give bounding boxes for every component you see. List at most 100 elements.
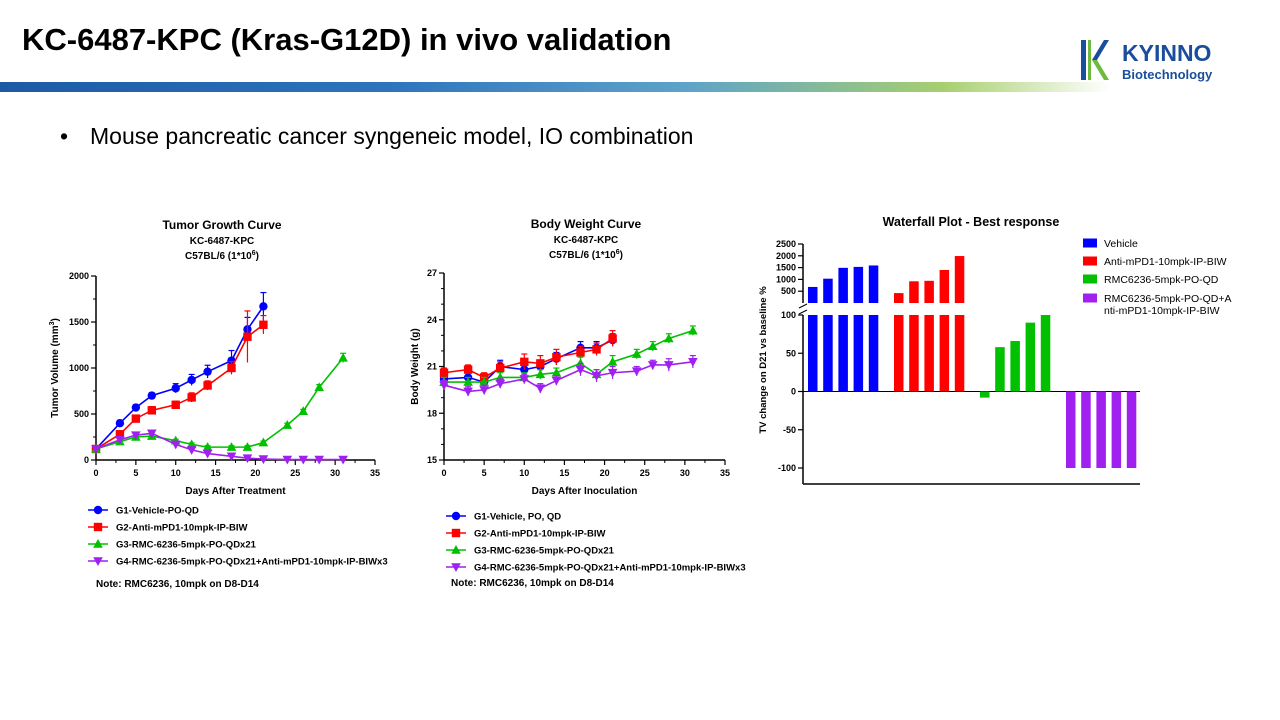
subtitle-part: )	[620, 250, 623, 261]
subtitle-part: C57BL/6 (1*10	[185, 251, 252, 262]
series-2	[894, 256, 965, 392]
chart-subtitle: KC-6487-KPC	[190, 236, 254, 247]
legend-label: Anti-mPD1-10mpk-IP-BIW	[1104, 256, 1227, 268]
ylabel-part: Tumor Volume (mm	[50, 325, 61, 418]
subtitle-sup: 6	[616, 249, 620, 256]
data-point	[187, 393, 196, 402]
y-axis-label: Tumor Volume (mm3)	[49, 318, 61, 418]
chart-title: Tumor Growth Curve	[162, 218, 281, 232]
x-tick-label: 20	[600, 468, 610, 478]
y-tick-label: 0	[84, 455, 89, 465]
data-point	[575, 365, 586, 375]
x-tick-label: 10	[519, 468, 529, 478]
data-point	[688, 325, 698, 335]
kyinno-logo-icon: KYINNO Biotechnology	[1081, 40, 1213, 82]
bar	[838, 315, 848, 392]
data-point	[551, 376, 562, 386]
kyinno-logo: KYINNO Biotechnology	[1078, 36, 1248, 86]
chart-subtitle-2: C57BL/6 (1*106)	[549, 249, 623, 261]
y-tick-label: 500	[74, 409, 89, 419]
data-point	[607, 356, 618, 366]
legend-swatch	[1083, 238, 1097, 248]
legend-label: RMC6236-5mpk-PO-QD+A	[1104, 293, 1232, 305]
y-tick-label: 2000	[69, 271, 89, 281]
bar	[995, 347, 1005, 392]
bar	[868, 315, 879, 392]
data-point	[495, 379, 505, 389]
bar	[980, 391, 990, 398]
data-point	[664, 333, 674, 343]
data-point	[202, 449, 213, 459]
bar	[838, 267, 848, 303]
bar	[894, 315, 904, 392]
data-point	[338, 455, 348, 465]
bar	[894, 293, 904, 303]
y-tick-label: 24	[427, 315, 437, 325]
data-point	[131, 414, 141, 423]
x-tick-label: 15	[211, 468, 221, 478]
legend-item: RMC6236-5mpk-PO-QD+Anti-mPD1-10mpk-IP-BI…	[1083, 293, 1232, 317]
legend-label: Vehicle	[1104, 238, 1138, 250]
bar	[924, 280, 934, 303]
x-tick-label: 30	[680, 468, 690, 478]
subtitle-sup: 6	[252, 250, 256, 257]
data-point	[591, 372, 602, 381]
data-point	[282, 420, 293, 429]
legend-label: G1-Vehicle, PO, QD	[474, 512, 561, 523]
data-point	[186, 439, 197, 449]
series-3	[980, 315, 1051, 398]
bar	[1040, 315, 1051, 392]
bar	[1096, 391, 1106, 468]
x-tick-label: 5	[482, 468, 487, 478]
legend-marker	[451, 511, 461, 521]
legend-label: G2-Anti-mPD1-10mpk-IP-BIW	[116, 523, 247, 534]
x-tick-label: 0	[93, 468, 98, 478]
data-point	[258, 437, 269, 447]
data-point	[439, 381, 449, 391]
bar	[808, 315, 818, 392]
data-point	[647, 361, 658, 370]
x-tick-label: 15	[559, 468, 569, 478]
data-point	[147, 391, 156, 400]
data-point	[203, 367, 212, 376]
legend-label: G2-Anti-mPD1-10mpk-IP-BIW	[474, 529, 605, 540]
x-tick-label: 25	[640, 468, 650, 478]
title-divider	[0, 82, 1110, 92]
data-point	[227, 363, 236, 373]
x-tick-label: 35	[720, 468, 730, 478]
bar	[853, 266, 864, 303]
legend-label: G3-RMC-6236-5mpk-PO-QDx21	[116, 540, 257, 551]
y-tick-label: 27	[427, 268, 437, 278]
series-line	[95, 305, 265, 450]
data-point	[202, 442, 213, 451]
y-tick-label: 2500	[776, 239, 796, 249]
data-point	[170, 440, 181, 450]
y-tick-label: 1500	[776, 263, 796, 273]
series-2: G2-Anti-mPD1-10mpk-IP-BIW	[439, 330, 617, 540]
data-point	[664, 361, 674, 370]
legend-marker	[451, 545, 461, 554]
data-point	[243, 332, 252, 341]
data-point	[131, 403, 141, 412]
data-point	[576, 348, 585, 357]
series-3: G3-RMC-6236-5mpk-PO-QDx21	[88, 352, 348, 551]
data-point	[439, 368, 449, 377]
x-tick-label: 25	[290, 468, 300, 478]
x-tick-label: 20	[250, 468, 260, 478]
data-point	[552, 352, 561, 362]
legend-item: RMC6236-5mpk-PO-QD	[1083, 274, 1219, 286]
data-point	[115, 435, 125, 445]
x-tick-label: 5	[133, 468, 138, 478]
data-point	[463, 365, 473, 374]
data-point	[226, 452, 237, 462]
data-point	[259, 320, 268, 329]
legend-label: nti-mPD1-10mpk-IP-BIW	[1104, 305, 1220, 317]
y-tick-label: 2000	[776, 251, 796, 261]
bar	[1066, 391, 1076, 468]
data-point	[242, 454, 253, 464]
bar	[868, 265, 879, 303]
series-4	[1066, 391, 1137, 468]
y-tick-label: -100	[778, 463, 796, 473]
data-point	[536, 359, 545, 368]
legend-label: G1-Vehicle-PO-QD	[116, 506, 199, 517]
